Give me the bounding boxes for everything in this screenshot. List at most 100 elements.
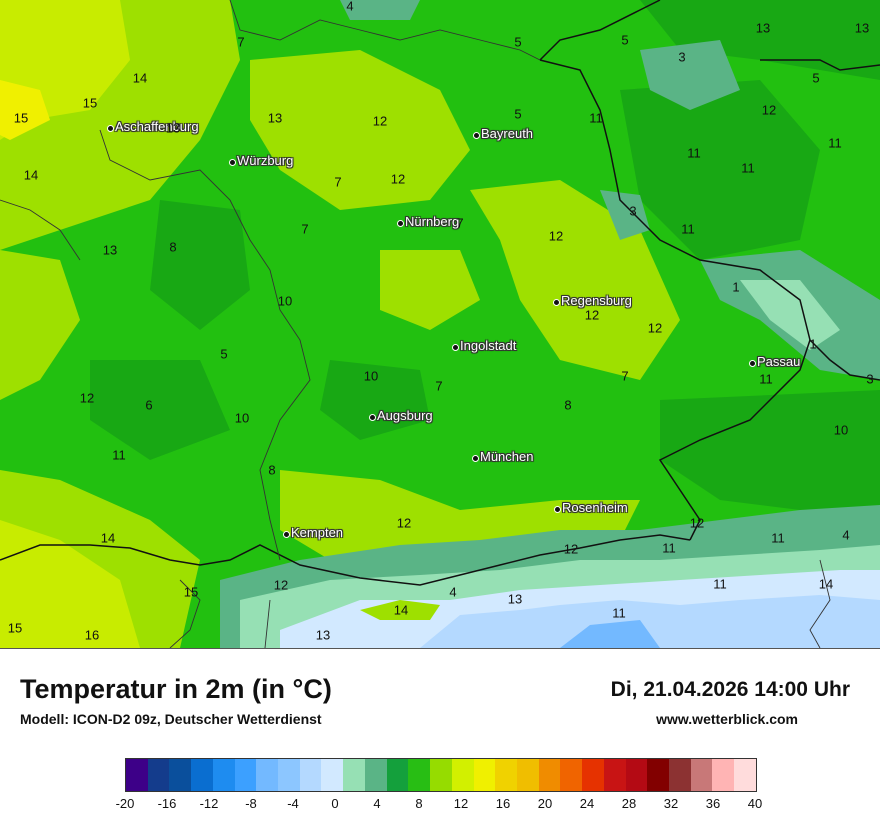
temp-label: 11	[759, 371, 773, 387]
temp-label: 1	[809, 336, 817, 352]
legend-swatch	[147, 759, 170, 791]
legend-swatch	[451, 759, 474, 791]
temp-label: 12	[372, 113, 388, 129]
temp-label: 11	[687, 145, 701, 161]
temp-label: 12	[390, 171, 406, 187]
legend-swatch	[364, 759, 387, 791]
legend-swatch	[603, 759, 626, 791]
legend-tick-label: 36	[705, 796, 721, 811]
temp-label: 11	[112, 447, 126, 463]
city-bayreuth: Bayreuth	[472, 126, 534, 141]
legend-swatch	[647, 759, 669, 791]
legend-tick-label: -4	[287, 796, 299, 811]
forecast-datetime: Di, 21.04.2026 14:00 Uhr	[610, 678, 850, 701]
legend-tick-label: -8	[245, 796, 257, 811]
temp-label: 7	[301, 221, 309, 237]
temp-label: 15	[82, 95, 98, 111]
model-info: Modell: ICON-D2 09z, Deutscher Wetterdie…	[20, 711, 322, 727]
temp-label: 14	[393, 602, 409, 618]
temp-label: 13	[267, 110, 283, 126]
legend-swatch	[734, 759, 756, 791]
temp-label: 10	[234, 410, 250, 426]
temp-label: 15	[183, 584, 199, 600]
temp-label: 11	[589, 110, 603, 126]
temp-label: 12	[396, 515, 412, 531]
legend-swatch	[169, 759, 192, 791]
temp-label: 10	[363, 368, 379, 384]
temp-label: 11	[713, 576, 727, 592]
temp-label: 12	[761, 102, 777, 118]
city-muenchen: München	[471, 449, 534, 464]
temp-label: 1	[732, 279, 740, 295]
legend-swatch	[516, 759, 539, 791]
color-legend	[125, 758, 757, 792]
city-nuernberg: Nürnberg	[396, 214, 460, 229]
temp-label: 12	[548, 228, 564, 244]
city-aschaffenburg: Aschaffenburg	[107, 119, 199, 134]
legend-swatch	[386, 759, 409, 791]
city-ingolstadt: Ingolstadt	[451, 338, 517, 353]
temp-label: 8	[564, 397, 572, 413]
city-augsburg: Augsburg	[369, 408, 433, 423]
temp-label: 11	[681, 221, 695, 237]
legend-swatch	[625, 759, 648, 791]
city-wuerzburg: Würzburg	[228, 153, 294, 168]
temperature-map: Aschaffenburg Würzburg Bayreuth Nürnberg…	[0, 0, 880, 649]
temp-label: 11	[828, 135, 842, 151]
temp-label: 5	[812, 70, 820, 86]
temp-label: 11	[662, 540, 676, 556]
temp-label: 4	[346, 0, 354, 14]
legend-swatch	[191, 759, 213, 791]
legend-swatch	[234, 759, 257, 791]
temp-label: 7	[334, 174, 342, 190]
legend-swatch	[321, 759, 344, 791]
temp-label: 14	[818, 576, 834, 592]
temp-label: 4	[842, 527, 850, 543]
temp-label: 11	[612, 605, 626, 621]
legend-tick-label: 20	[537, 796, 553, 811]
map-footer	[0, 649, 880, 830]
temp-label: 10	[277, 293, 293, 309]
temp-label: 12	[689, 515, 705, 531]
temp-label: 7	[456, 215, 464, 231]
temp-label: 12	[563, 541, 579, 557]
temp-label: 13	[507, 591, 523, 607]
legend-tick-label: -16	[157, 796, 177, 811]
legend-tick-label: -20	[115, 796, 135, 811]
temp-label: 12	[647, 320, 663, 336]
temp-label: 16	[84, 627, 100, 643]
legend-swatch	[430, 759, 452, 791]
legend-swatch	[299, 759, 322, 791]
legend-tick-label: -12	[199, 796, 219, 811]
city-rosenheim: Rosenheim	[554, 500, 628, 515]
temp-label: 5	[514, 106, 522, 122]
legend-swatch	[212, 759, 235, 791]
legend-tick-label: 0	[331, 796, 339, 811]
legend-tick-label: 24	[579, 796, 595, 811]
temp-label: 6	[145, 397, 153, 413]
map-title: Temperatur in 2m (in °C)	[20, 674, 332, 704]
temp-label: 11	[771, 530, 785, 546]
temp-label: 12	[79, 390, 95, 406]
temp-label: 13	[854, 20, 870, 36]
temp-label: 5	[514, 34, 522, 50]
legend-tick-label: 16	[495, 796, 511, 811]
temp-label: 11	[741, 160, 755, 176]
temp-label: 3	[866, 371, 874, 387]
temp-label: 14	[132, 70, 148, 86]
legend-tick-label: 4	[373, 796, 381, 811]
legend-swatch	[668, 759, 691, 791]
legend-tick-label: 32	[663, 796, 679, 811]
website-link[interactable]: www.wetterblick.com	[656, 711, 798, 727]
city-regensburg: Regensburg	[553, 293, 632, 308]
legend-swatch	[582, 759, 604, 791]
legend-tick-label: 12	[453, 796, 469, 811]
legend-tick-label: 28	[621, 796, 637, 811]
temp-label: 12	[273, 577, 289, 593]
temp-label: 5	[621, 32, 629, 48]
temp-label: 5	[220, 346, 228, 362]
legend-swatch	[126, 759, 148, 791]
temp-label: 14	[100, 530, 116, 546]
legend-swatch	[408, 759, 431, 791]
temp-label: 13	[165, 120, 181, 136]
